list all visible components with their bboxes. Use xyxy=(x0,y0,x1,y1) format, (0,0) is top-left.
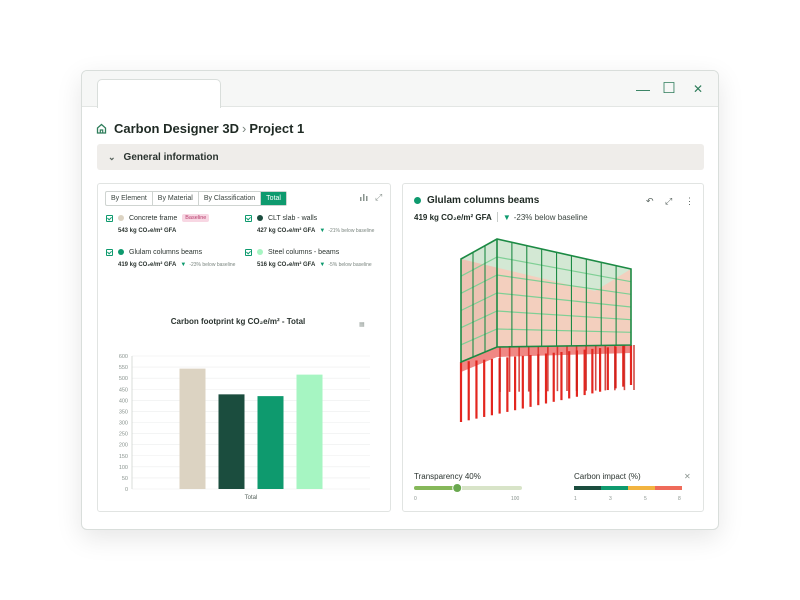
legend-dot-icon xyxy=(257,249,263,255)
building-3d-model[interactable] xyxy=(403,229,705,439)
checkbox-concrete-frame[interactable] xyxy=(106,214,113,222)
undo-icon[interactable]: ↶ xyxy=(646,196,654,206)
down-arrow-icon: ▼ xyxy=(319,228,326,234)
title-bar: — ☐ ✕ xyxy=(82,71,718,108)
y-tick-label: 300 xyxy=(119,421,128,427)
y-tick-label: 450 xyxy=(119,387,128,393)
building-side-face xyxy=(461,239,497,362)
transparency-label: Transparency 40% xyxy=(414,472,481,481)
carbon-impact-label: Carbon impact (%) xyxy=(574,472,641,481)
3d-viewer-panel: Glulam columns beams ↶ ⤢ ⋮ 419 kg CO₂e/m… xyxy=(402,183,704,512)
chevron-down-icon[interactable]: ⌄ xyxy=(108,151,116,162)
item-name: CLT slab - walls xyxy=(268,214,318,222)
impact-tick: 3 xyxy=(609,496,612,502)
y-tick-label: 500 xyxy=(119,376,128,382)
y-tick-label: 600 xyxy=(119,354,128,360)
bar-0[interactable] xyxy=(179,368,206,489)
viewer-summary: 419 kg CO₂e/m² GFA ▼ -23% below baseline xyxy=(414,212,588,222)
legend-dot-icon xyxy=(118,215,124,221)
close-icon[interactable]: ✕ xyxy=(692,82,704,96)
item-name: Steel columns - beams xyxy=(268,248,340,256)
breadcrumb-app[interactable]: Carbon Designer 3D xyxy=(114,120,239,136)
chart-menu-icon[interactable]: ▦ xyxy=(359,322,365,328)
impact-tick: 8 xyxy=(678,496,681,502)
item-delta: -23% below baseline xyxy=(189,262,236,268)
item-delta: -5% below baseline xyxy=(328,262,372,268)
building-roof xyxy=(461,239,631,291)
down-arrow-icon: ▼ xyxy=(502,212,511,222)
item-value: 516 kg CO₂e/m² GFA xyxy=(257,262,316,268)
tab-by-classification[interactable]: By Classification xyxy=(199,192,262,205)
y-tick-label: 250 xyxy=(119,432,128,438)
checkbox-clt-slab[interactable] xyxy=(245,214,252,222)
bar-chart-icon[interactable] xyxy=(359,193,368,204)
viewer-delta: -23% below baseline xyxy=(513,212,588,222)
view-tabs: By Element By Material By Classification… xyxy=(105,191,287,206)
viewer-header: Glulam columns beams xyxy=(414,195,539,206)
viewer-title: Glulam columns beams xyxy=(427,195,540,206)
maximize-icon[interactable]: ☐ xyxy=(662,80,676,97)
viewer-value: 419 kg CO₂e/m² GFA xyxy=(414,212,492,222)
legend-dot-icon xyxy=(257,215,263,221)
item-delta: -21% below baseline xyxy=(328,228,375,234)
list-item-concrete-frame: Concrete frame Baseline 543 kg CO₂e/m² G… xyxy=(106,213,210,234)
breadcrumb-separator: › xyxy=(241,120,247,136)
item-value: 419 kg CO₂e/m² GFA xyxy=(118,262,177,268)
close-icon[interactable]: ✕ xyxy=(684,472,691,481)
foundation-slab xyxy=(461,345,631,372)
tab-total[interactable]: Total xyxy=(261,192,286,205)
item-value: 543 kg CO₂e/m² GFA xyxy=(118,228,177,234)
impact-tick: 5 xyxy=(644,496,647,502)
bar-2[interactable] xyxy=(257,396,284,489)
foundation-piles xyxy=(459,345,635,422)
y-tick-label: 350 xyxy=(119,409,128,415)
tab-by-material[interactable]: By Material xyxy=(153,192,199,205)
expand-icon[interactable]: ⤢ xyxy=(665,196,673,206)
item-value: 427 kg CO₂e/m² GFA xyxy=(257,228,316,234)
section-label: General information xyxy=(123,151,219,163)
x-tick-label: Total xyxy=(245,495,258,501)
y-tick-label: 50 xyxy=(122,476,128,482)
browser-tab[interactable] xyxy=(97,79,221,108)
app-window: — ☐ ✕ Carbon Designer 3D › Project 1 ⌄ G… xyxy=(81,70,719,530)
breadcrumb: Carbon Designer 3D › Project 1 xyxy=(96,118,304,138)
chart-title: Carbon footprint kg CO₂e/m² - Total xyxy=(170,317,306,326)
breadcrumb-project: Project 1 xyxy=(249,120,305,136)
legend-dot-icon xyxy=(414,197,421,204)
more-vertical-icon[interactable]: ⋮ xyxy=(685,196,694,206)
carbon-summary-panel: By Element By Material By Classification… xyxy=(97,183,391,512)
glulam-columns xyxy=(472,242,617,357)
y-tick-label: 150 xyxy=(119,454,128,460)
y-tick-label: 0 xyxy=(125,487,128,493)
home-icon[interactable] xyxy=(96,123,107,134)
down-arrow-icon: ▼ xyxy=(180,262,187,268)
list-item-steel: Steel columns - beams 516 kg CO₂e/m² GFA… xyxy=(245,247,372,268)
transparency-slider[interactable] xyxy=(414,483,524,493)
list-item-glulam: Glulam columns beams 419 kg CO₂e/m² GFA … xyxy=(106,247,235,268)
y-tick-label: 200 xyxy=(119,443,128,449)
checkbox-steel[interactable] xyxy=(245,248,252,256)
y-tick-label: 100 xyxy=(119,465,128,471)
expand-icon[interactable]: ⤢ xyxy=(375,192,383,202)
y-tick-label: 400 xyxy=(119,398,128,404)
slider-min-label: 0 xyxy=(414,496,417,502)
tab-by-element[interactable]: By Element xyxy=(106,192,153,205)
item-name: Glulam columns beams xyxy=(129,248,203,256)
y-tick-label: 550 xyxy=(119,365,128,371)
slider-max-label: 100 xyxy=(511,496,520,502)
down-arrow-icon: ▼ xyxy=(319,262,326,268)
bar-chart: 0 50 100 150 200 250 300 350 400 450 500 550 600 Tota… xyxy=(119,354,370,501)
list-item-clt-slab: CLT slab - walls 427 kg CO₂e/m² GFA ▼ -2… xyxy=(245,213,374,234)
item-name: Concrete frame xyxy=(129,214,178,222)
impact-tick: 1 xyxy=(574,496,577,502)
general-information-section[interactable]: ⌄ General information xyxy=(97,144,704,170)
minimize-icon[interactable]: — xyxy=(636,81,650,97)
checkbox-glulam[interactable] xyxy=(106,248,113,256)
carbon-impact-scale xyxy=(574,486,682,490)
legend-dot-icon xyxy=(118,249,124,255)
baseline-badge: Baseline xyxy=(182,214,210,222)
bar-1[interactable] xyxy=(218,394,245,489)
bar-3[interactable] xyxy=(296,374,323,489)
